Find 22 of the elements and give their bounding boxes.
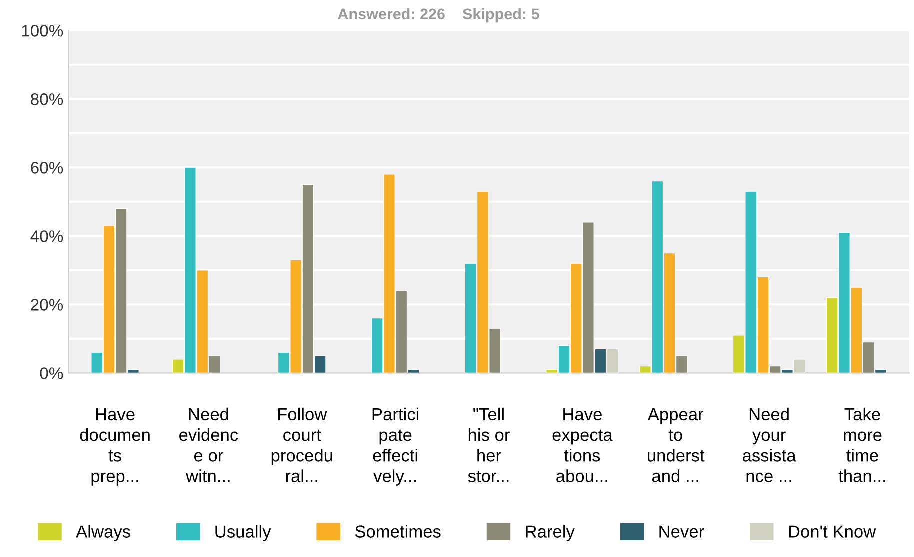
x-tick-label: Partici pate effecti vely... [372,408,419,486]
y-tick-label: 80% [31,94,64,106]
y-tick-label: 60% [31,162,64,174]
y-tick-label: 40% [30,230,64,242]
x-tick-label: Appear to underst and ... [648,408,705,482]
legend-label: Don't Know [789,526,876,538]
legend-label: Rarely [526,525,575,542]
chart-title: Answered: 226 Skipped: 5 [338,8,540,23]
legend-label: Sometimes [355,525,441,538]
y-tick-label: 20% [31,299,64,311]
x-tick-label: "Tell his or her stor... [468,408,510,482]
x-tick-label: Follow court procedu ral... [272,408,332,482]
x-tick-label: Need your assista nce ... [743,408,796,482]
y-tick-label: 100% [22,25,64,37]
y-tick-label: 0% [40,368,64,380]
x-tick-label: Have documen ts prep... [80,408,150,486]
x-tick-label: Need evidenc e or witn... [180,408,238,482]
legend-label: Usually [216,525,272,542]
legend-label: Never [660,526,704,538]
x-tick-label: Have expecta tions abou... [552,408,613,482]
x-tick-label: Take more time than... [838,408,886,482]
legend-label: Always [76,525,130,542]
